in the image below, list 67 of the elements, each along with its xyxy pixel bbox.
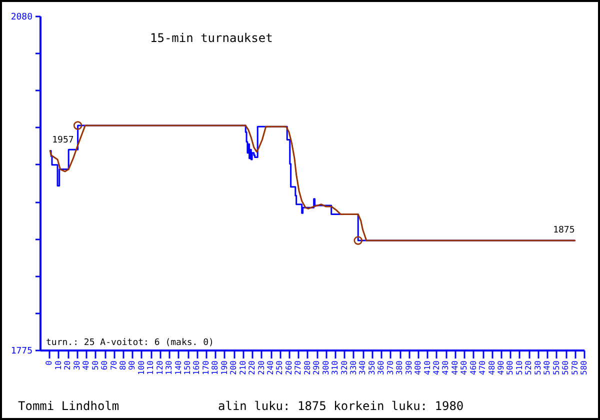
x-tick-label: 560 (561, 360, 570, 375)
x-tick-label: 100 (136, 360, 146, 375)
x-tick-label: 540 (542, 360, 552, 375)
x-tick-label: 530 (533, 360, 542, 375)
x-tick-label: 60 (100, 360, 110, 370)
x-tick-label: 550 (552, 360, 561, 375)
x-tick-label: 250 (275, 360, 284, 375)
x-tick-label: 220 (248, 360, 257, 375)
y-tick-label: 1775 (10, 346, 32, 356)
x-tick-label: 340 (358, 360, 368, 375)
x-tick-label: 110 (146, 360, 156, 375)
x-tick-label: 200 (229, 360, 238, 375)
x-tick-label: 580 (580, 360, 588, 375)
x-tick-label: 410 (422, 360, 432, 375)
x-tick-label: 10 (54, 360, 63, 370)
x-tick-label: 450 (460, 360, 469, 375)
x-tick-label: 40 (82, 360, 91, 370)
x-tick-label: 570 (570, 360, 580, 375)
x-tick-label: 310 (330, 360, 340, 375)
x-tick-label: 470 (478, 360, 488, 375)
text: 15-min turnaukset (150, 31, 273, 45)
x-tick-label: 300 (321, 360, 330, 375)
x-tick-label: 80 (118, 360, 128, 370)
x-tick-label: 140 (174, 360, 183, 375)
x-tick-label: 480 (487, 360, 496, 375)
x-tick-label: 130 (164, 360, 174, 375)
x-tick-label: 260 (284, 360, 294, 375)
annotation: 1875 (553, 225, 575, 236)
x-tick-label: 70 (109, 360, 118, 370)
x-tick-label: 90 (128, 360, 137, 370)
x-tick-label: 210 (238, 360, 248, 375)
x-tick-label: 30 (72, 360, 82, 370)
annotation: 1957 (52, 136, 74, 146)
x-tick-label: 350 (367, 360, 376, 375)
x-tick-label: 500 (506, 360, 515, 375)
x-tick-label: 50 (90, 360, 100, 370)
x-tick-label: 150 (183, 360, 192, 375)
x-tick-label: 520 (524, 360, 534, 375)
annotation: turn.: 25 A-voitot: 6 (maks. 0) (46, 338, 214, 348)
x-tick-label: 490 (496, 360, 506, 375)
x-tick-label: 160 (192, 360, 202, 375)
x-tick-label: 510 (514, 360, 524, 375)
x-tick-label: 420 (432, 360, 441, 375)
x-tick-label: 360 (376, 360, 386, 375)
x-tick-label: 290 (312, 360, 322, 375)
x-tick-label: 460 (468, 360, 478, 375)
x-tick-label: 380 (395, 360, 404, 375)
x-tick-label: 230 (256, 360, 266, 375)
x-tick-label: 370 (386, 360, 395, 375)
x-tick-label: 170 (201, 360, 210, 375)
x-tick-label: 240 (266, 360, 276, 375)
x-tick-label: 400 (414, 360, 423, 375)
x-tick-label: 330 (348, 360, 358, 375)
x-tick-label: 320 (340, 360, 349, 375)
x-tick-label: 430 (441, 360, 450, 375)
x-tick-label: 20 (63, 360, 72, 370)
x-tick-label: 190 (220, 360, 229, 375)
y-tick-label: 2080 (10, 12, 32, 22)
x-tick-label: 440 (450, 360, 460, 375)
x-tick-label: 280 (302, 360, 312, 375)
text: Tommi Lindholm (18, 399, 120, 413)
x-tick-label: 180 (210, 360, 220, 375)
x-tick-label: 390 (404, 360, 414, 375)
x-tick-label: 120 (155, 360, 164, 375)
text: alin luku: 1875 korkein luku: 1980 (218, 399, 464, 413)
x-tick-label: 0 (44, 360, 54, 366)
x-tick-label: 270 (294, 360, 303, 375)
